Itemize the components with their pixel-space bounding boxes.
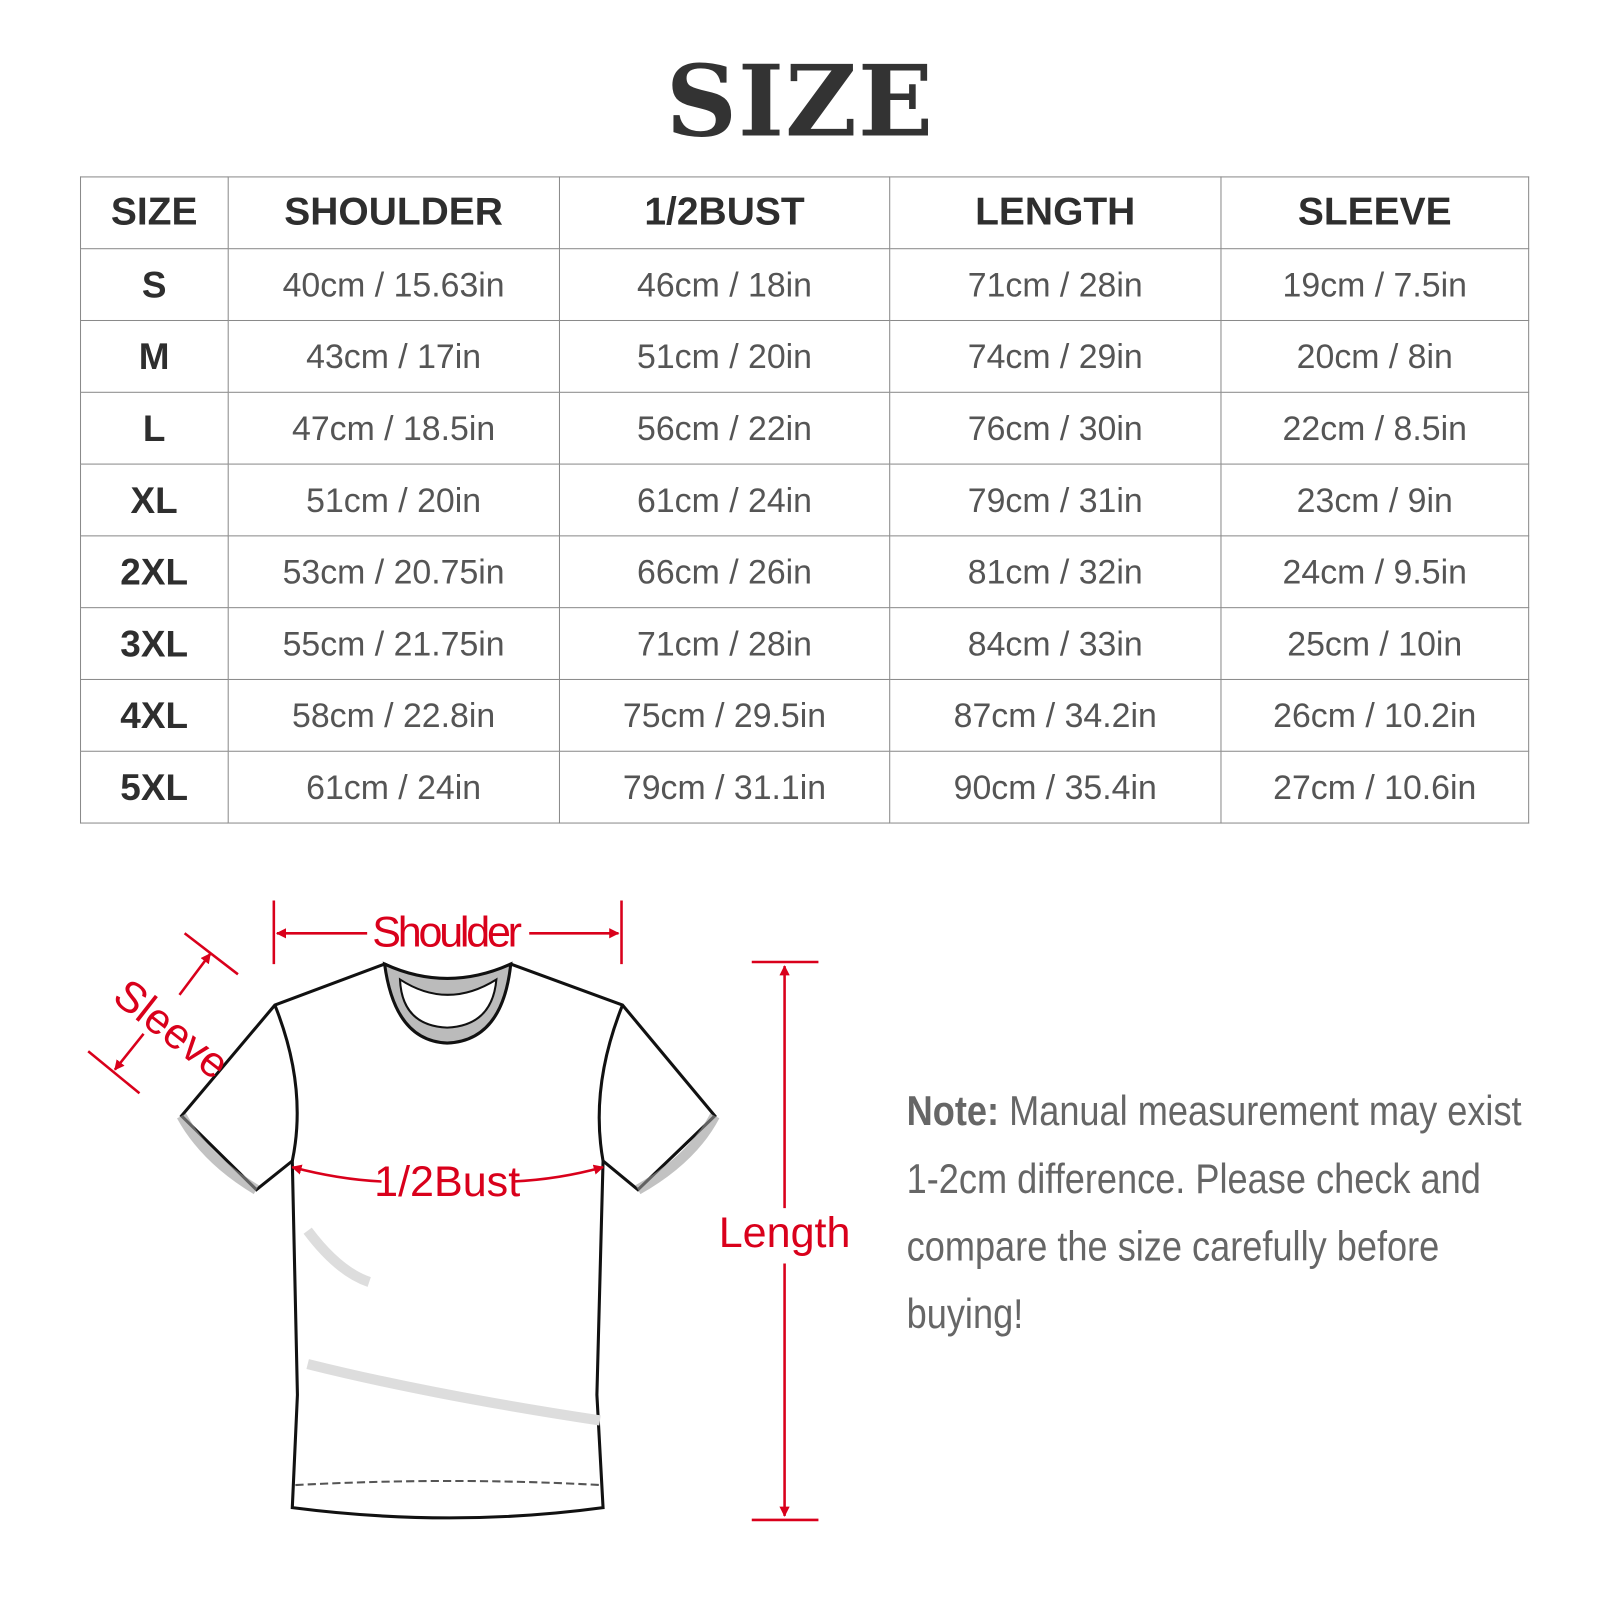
measurement-cell: 26cm / 10.2in [1220, 678, 1530, 752]
measurement-cell: 79cm / 31.1in [558, 750, 891, 824]
measurement-cell: 19cm / 7.5in [1220, 248, 1530, 322]
measurement-cell: 55cm / 21.75in [227, 607, 560, 680]
measurement-cell: 53cm / 20.75in [227, 535, 560, 609]
table-row: 4XL 58cm / 22.8in 75cm / 29.5in 87cm / 34.2… [79, 678, 1530, 752]
shoulder-label: Shoulder [372, 909, 522, 957]
table-row: L 47cm / 18.5in 56cm / 22in 76cm / 30in 22cm… [79, 391, 1530, 465]
measurement-note: Note: Manual measurement may exist 1-2cm… [907, 1077, 1542, 1348]
measurement-cell: 61cm / 24in [227, 750, 560, 824]
table-row: XL 51cm / 20in 61cm / 24in 79cm / 31in 23cm … [79, 463, 1530, 537]
measurement-cell: 24cm / 9.5in [1220, 535, 1530, 609]
page-title: SIZE [665, 43, 935, 159]
size-cell: 2XL [79, 535, 229, 609]
size-cell: M [79, 319, 229, 393]
measurement-cell: 58cm / 22.8in [227, 678, 560, 752]
measurement-cell: 84cm / 33in [889, 607, 1222, 680]
size-cell: XL [79, 463, 229, 537]
size-cell: 3XL [79, 607, 229, 680]
measurement-cell: 27cm / 10.6in [1220, 750, 1530, 824]
measurement-cell: 61cm / 24in [558, 463, 891, 537]
measurement-cell: 74cm / 29in [889, 319, 1222, 393]
column-header: 1/2BUST [558, 176, 891, 250]
column-header: SIZE [79, 176, 229, 250]
measurement-cell: 81cm / 32in [889, 535, 1222, 609]
note-label: Note: [906, 1087, 1000, 1135]
size-cell: L [79, 391, 229, 465]
sleeve-label: Sleeve [105, 970, 238, 1089]
measurement-cell: 71cm / 28in [558, 607, 891, 680]
table-row: S 40cm / 15.63in 46cm / 18in 71cm / 28in 19c… [79, 248, 1530, 322]
measurement-cell: 87cm / 34.2in [889, 678, 1222, 752]
measurement-cell: 25cm / 10in [1220, 607, 1530, 680]
bust-label: 1/2Bust [374, 1158, 520, 1206]
measurement-cell: 20cm / 8in [1220, 319, 1530, 393]
measurement-cell: 56cm / 22in [558, 391, 891, 465]
column-header: SHOULDER [227, 176, 560, 250]
table-row: 5XL 61cm / 24in 79cm / 31.1in 90cm / 35.4in… [79, 750, 1530, 824]
table-row: M 43cm / 17in 51cm / 20in 74cm / 29in 20cm /… [79, 319, 1530, 393]
measurement-cell: 51cm / 20in [227, 463, 560, 537]
table-header-row: SIZE SHOULDER 1/2BUST LENGTH SLEEVE [79, 176, 1530, 250]
size-cell: S [79, 248, 229, 322]
measurement-cell: 40cm / 15.63in [227, 248, 560, 322]
measurement-cell: 46cm / 18in [558, 248, 891, 322]
size-cell: 4XL [79, 678, 229, 752]
measurement-cell: 23cm / 9in [1220, 463, 1530, 537]
tshirt-icon [177, 961, 720, 1520]
length-label: Length [719, 1209, 851, 1257]
column-header: LENGTH [889, 176, 1222, 250]
table-row: 3XL 55cm / 21.75in 71cm / 28in 84cm / 33in 2… [79, 607, 1530, 680]
measurement-cell: 22cm / 8.5in [1220, 391, 1530, 465]
size-table: SIZE SHOULDER 1/2BUST LENGTH SLEEVE S 40cm / … [79, 176, 1530, 824]
tshirt-measurement-diagram: Shoulder 1/2Bust Length Sleeve [87, 900, 851, 1522]
measurement-cell: 51cm / 20in [558, 319, 891, 393]
note-text: Manual measurement may exist 1-2cm diffe… [906, 1087, 1522, 1338]
measurement-cell: 47cm / 18.5in [227, 391, 560, 465]
measurement-cell: 79cm / 31in [889, 463, 1222, 537]
column-header: SLEEVE [1220, 176, 1530, 250]
measurement-cell: 71cm / 28in [889, 248, 1222, 322]
measurement-cell: 90cm / 35.4in [889, 750, 1222, 824]
size-cell: 5XL [79, 750, 229, 824]
table-row: 2XL 53cm / 20.75in 66cm / 26in 81cm / 32in 2… [79, 535, 1530, 609]
measurement-cell: 66cm / 26in [558, 535, 891, 609]
measurement-cell: 43cm / 17in [227, 319, 560, 393]
measurement-cell: 75cm / 29.5in [558, 678, 891, 752]
measurement-cell: 76cm / 30in [889, 391, 1222, 465]
